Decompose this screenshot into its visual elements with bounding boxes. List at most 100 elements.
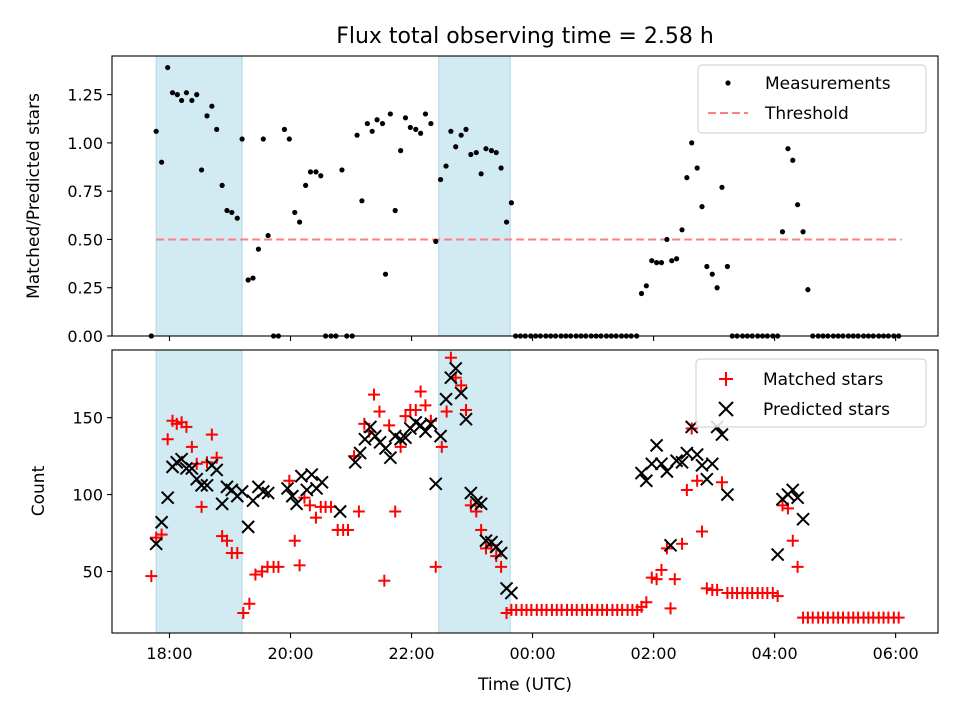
predicted-star-point bbox=[639, 474, 654, 488]
predicted-star-point bbox=[700, 472, 714, 486]
matched-star-point bbox=[373, 405, 386, 418]
matched-star-point bbox=[161, 433, 174, 446]
measurement-point bbox=[704, 263, 710, 270]
matched-star-point bbox=[342, 523, 354, 536]
measurement-point bbox=[473, 149, 479, 156]
bottom-panel: 50 100 150 18:00 20:00 22:00 00:00 02:00 04:00 0… bbox=[29, 349, 939, 695]
measurement-point bbox=[468, 151, 474, 158]
measurement-point bbox=[458, 132, 464, 138]
measurement-point bbox=[719, 184, 725, 190]
measurement-point bbox=[260, 136, 266, 142]
predicted-star-point bbox=[786, 483, 800, 497]
predicted-star-point bbox=[449, 361, 463, 376]
matched-star-point bbox=[368, 388, 381, 401]
measurement-point bbox=[649, 258, 655, 264]
measurement-point bbox=[153, 128, 159, 134]
bottom-shaded-intervals bbox=[155, 349, 511, 634]
predicted-star-point bbox=[261, 486, 275, 500]
matched-star-point bbox=[455, 379, 468, 392]
measurement-point bbox=[245, 277, 251, 283]
measurement-point bbox=[483, 146, 489, 152]
measurement-point bbox=[255, 246, 262, 252]
top-y-tick-label: 0.50 bbox=[67, 230, 103, 249]
top-y-tick-label: 1.25 bbox=[67, 86, 103, 105]
x-tick-label: 22:00 bbox=[388, 644, 434, 663]
measurement-point bbox=[422, 111, 429, 117]
predicted-star-point bbox=[660, 464, 674, 479]
bottom-y-tick-label: 150 bbox=[72, 409, 103, 428]
predicted-star-point bbox=[433, 429, 448, 443]
predicted-star-point bbox=[444, 370, 458, 385]
matched-star-point bbox=[185, 440, 198, 453]
measurement-point bbox=[664, 236, 670, 243]
predicted-star-point bbox=[474, 497, 488, 511]
measurement-point bbox=[387, 111, 393, 117]
predicted-star-point bbox=[705, 457, 719, 471]
matched-star-point bbox=[243, 597, 256, 610]
measurement-point bbox=[800, 229, 806, 235]
bottom-y-tick-label: 50 bbox=[83, 562, 103, 581]
matched-star-point bbox=[696, 525, 708, 538]
predicted-star-point bbox=[154, 515, 169, 529]
predicted-star-point bbox=[770, 547, 785, 562]
matched-star-point bbox=[237, 607, 250, 620]
measurement-point bbox=[478, 171, 484, 177]
measurement-point bbox=[307, 169, 314, 175]
measurement-point bbox=[679, 227, 685, 233]
matched-star-point bbox=[249, 568, 262, 581]
matched-star-point bbox=[409, 403, 422, 416]
predicted-star-point bbox=[454, 386, 468, 400]
measurement-point bbox=[159, 159, 165, 165]
measurement-point bbox=[709, 271, 715, 277]
matched-star-point bbox=[352, 505, 365, 518]
predicted-star-point bbox=[353, 446, 367, 460]
matched-star-point bbox=[685, 422, 698, 435]
matched-star-point bbox=[283, 474, 296, 487]
matched-star-point bbox=[715, 476, 728, 489]
matched-star-point bbox=[495, 560, 508, 573]
measurement-point bbox=[638, 290, 645, 297]
measurement-point bbox=[398, 148, 404, 154]
predicted-star-point bbox=[654, 457, 669, 471]
top-y-tick-label: 0.25 bbox=[67, 279, 103, 298]
measurement-point bbox=[281, 126, 288, 132]
measurement-point bbox=[214, 126, 220, 132]
measurement-point bbox=[673, 256, 680, 262]
measurement-point bbox=[493, 149, 499, 156]
matched-star-point bbox=[676, 537, 689, 550]
matched-star-point bbox=[288, 534, 301, 547]
predicted-star-point bbox=[348, 455, 362, 469]
matched-stars-series bbox=[145, 351, 905, 624]
matched-star-point bbox=[464, 499, 477, 512]
predicted-star-point bbox=[256, 484, 270, 499]
matched-star-point bbox=[490, 550, 503, 563]
top-y-axis-label: Matched/Predicted stars bbox=[24, 93, 44, 299]
matched-star-point bbox=[680, 483, 693, 496]
x-tick-label: 20:00 bbox=[267, 644, 313, 663]
predicted-star-point bbox=[796, 512, 810, 526]
measurement-point bbox=[448, 128, 454, 134]
predicted-star-point bbox=[790, 490, 805, 505]
predicted-star-point bbox=[690, 447, 704, 462]
measurement-point bbox=[374, 117, 380, 123]
predicted-star-point bbox=[179, 461, 194, 476]
matched-star-point bbox=[419, 399, 432, 412]
predicted-star-point bbox=[304, 467, 319, 482]
measurement-point bbox=[178, 97, 185, 104]
matched-star-point bbox=[303, 499, 316, 512]
measurement-point bbox=[694, 165, 700, 171]
measurement-point bbox=[413, 126, 419, 132]
matched-star-point bbox=[664, 602, 677, 615]
bottom-legend-box bbox=[695, 358, 927, 428]
predicted-star-point bbox=[333, 504, 347, 519]
predicted-star-point bbox=[393, 432, 408, 446]
top-y-tick-label: 1.00 bbox=[67, 134, 103, 153]
matched-star-point bbox=[786, 534, 799, 547]
x-axis-label: Time (UTC) bbox=[477, 675, 572, 695]
legend-predicted-label: Predicted stars bbox=[763, 400, 890, 420]
measurement-point bbox=[443, 163, 449, 169]
matched-star-point bbox=[399, 410, 412, 423]
measurement-point bbox=[174, 92, 180, 98]
legend-predicted-marker bbox=[718, 401, 734, 417]
